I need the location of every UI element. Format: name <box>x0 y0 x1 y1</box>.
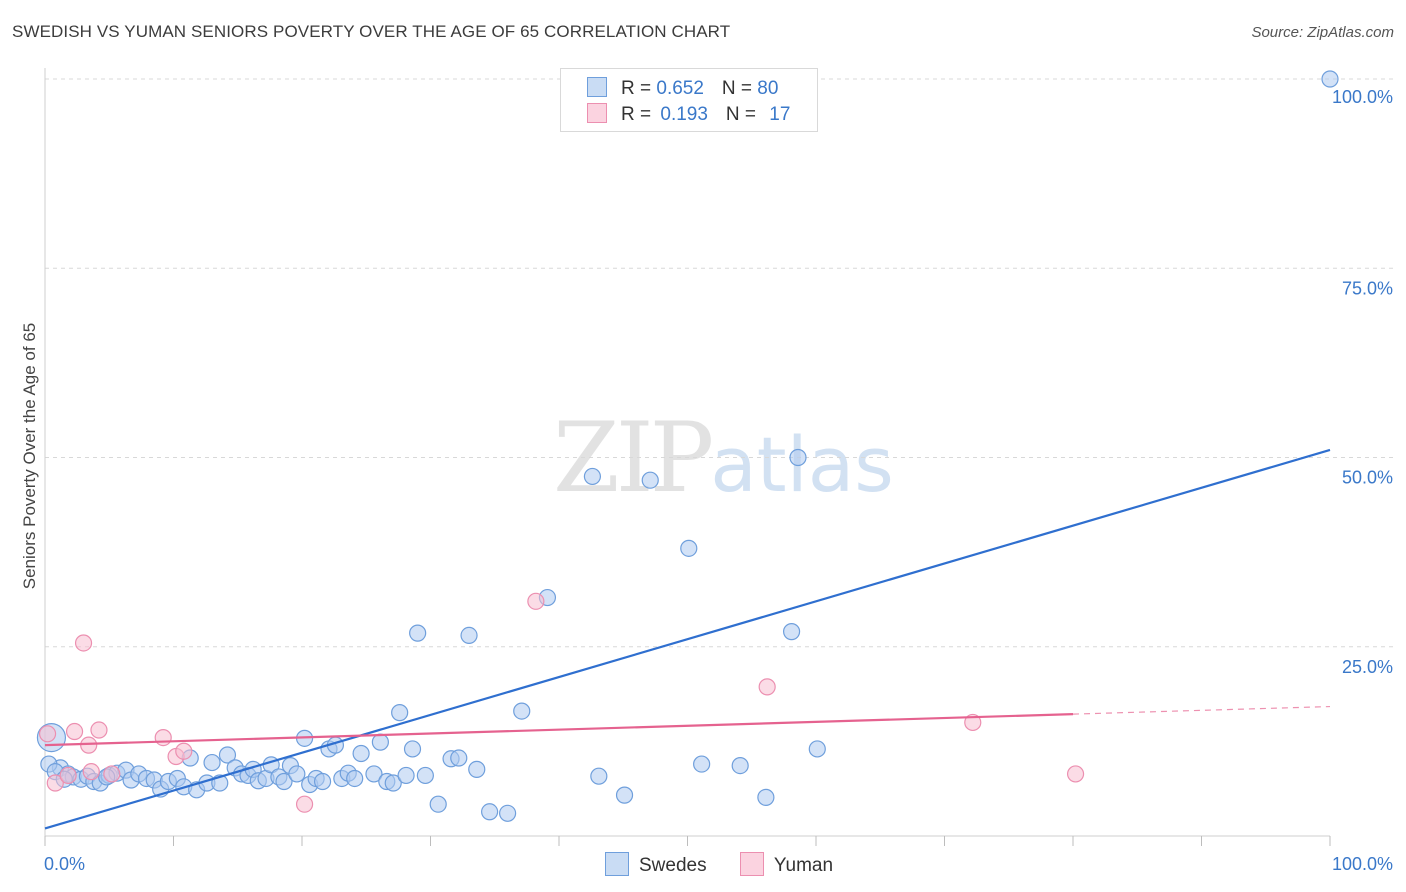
y-tick-label: 50.0% <box>1342 468 1393 488</box>
legend-label-yuman: Yuman <box>773 855 834 876</box>
legend-r-value: 0.652 <box>656 78 704 99</box>
yuman-point <box>1066 765 1085 783</box>
yuman-trend-line <box>44 713 1074 747</box>
legend-n-value: 80 <box>757 78 779 99</box>
swedes-point <box>693 755 711 773</box>
swedes-point <box>429 795 447 813</box>
swedes-point <box>590 767 608 785</box>
swedes-point <box>365 765 383 783</box>
yuman-point <box>964 713 982 732</box>
y-tick-label: 100.0% <box>1332 87 1393 107</box>
swedes-point <box>450 749 468 767</box>
swedes-point <box>391 704 409 722</box>
legend-row-yuman: R = 0.193 N = 17 <box>587 103 790 125</box>
y-tick-label: 25.0% <box>1342 657 1393 677</box>
yuman-point <box>175 742 193 760</box>
swedes-point <box>789 448 807 467</box>
swedes-point <box>481 803 499 821</box>
swedes-point <box>757 788 775 806</box>
yuman-point <box>80 736 98 754</box>
swedes-point <box>346 769 364 788</box>
legend-swatch-yuman <box>587 103 607 123</box>
yuman-point <box>295 795 314 813</box>
yuman-point <box>527 592 545 610</box>
swedes-point <box>203 753 221 772</box>
x-tick-label: 100.0% <box>1332 854 1393 874</box>
yuman-point <box>65 722 84 741</box>
swedes-point <box>409 624 427 642</box>
legend-n-label: N = <box>721 78 758 99</box>
swedes-point <box>384 774 402 792</box>
swedes-point <box>288 765 306 783</box>
swedes-point <box>583 467 602 486</box>
swedes-point <box>680 539 698 557</box>
tick-labels: 25.0% 50.0% 75.0% 100.0% 0.0% 100.0% <box>44 87 1393 874</box>
swedes-point <box>782 623 801 641</box>
legend-item-swedes[interactable]: Swedes <box>605 852 707 877</box>
swedes-point <box>731 756 749 775</box>
legend-n-label: N = <box>725 104 762 125</box>
swedes-point <box>371 733 389 751</box>
swedes-point <box>468 760 486 778</box>
source-label: Source: ZipAtlas.com <box>1251 24 1394 41</box>
yuman-trend-extension <box>1072 705 1331 715</box>
legend-swatch-swedes <box>587 77 607 97</box>
y-tick-label: 75.0% <box>1342 278 1393 298</box>
yuman-swatch-icon <box>739 852 764 876</box>
yuman-point <box>46 774 64 792</box>
chart-title: SWEDISH VS YUMAN SENIORS POVERTY OVER TH… <box>12 22 731 41</box>
legend-r-value: 0.193 <box>660 104 708 125</box>
axes <box>44 68 1331 846</box>
swedes-swatch-icon <box>605 852 629 876</box>
yuman-points <box>38 592 1085 813</box>
legend-r-label: R = <box>621 104 657 125</box>
yuman-point <box>103 765 121 783</box>
swedes-points <box>36 70 1339 822</box>
x-tick-label: 0.0% <box>44 854 85 874</box>
yuman-point <box>59 766 77 785</box>
trend-lines <box>44 448 1331 830</box>
yuman-point <box>90 721 108 739</box>
swedes-point <box>218 746 237 764</box>
swedes-point <box>403 740 422 758</box>
legend-r-label: R = <box>621 78 657 99</box>
swedes-point <box>460 626 478 644</box>
legend-n-value: 17 <box>769 104 791 125</box>
yuman-point <box>82 763 100 781</box>
swedes-trend-line <box>44 448 1331 830</box>
legend-item-yuman[interactable]: Yuman <box>739 852 834 877</box>
swedes-point <box>641 471 659 489</box>
swedes-point <box>352 744 370 763</box>
yuman-point <box>38 725 57 743</box>
series-legend: Swedes Yuman <box>605 852 861 877</box>
swedes-point <box>313 772 332 791</box>
swedes-point <box>499 804 517 822</box>
correlation-legend: R = 0.652 N = 80 R = 0.193 N = 17 <box>560 68 818 132</box>
watermark: ZIPatlas <box>553 402 894 514</box>
swedes-point <box>1321 70 1339 88</box>
swedes-point <box>416 766 434 785</box>
swedes-point <box>615 786 634 804</box>
yuman-point <box>74 634 93 652</box>
swedes-point <box>275 772 293 791</box>
gridlines <box>45 78 1395 648</box>
legend-row-swedes: R = 0.652 N = 80 <box>587 77 778 99</box>
yuman-point <box>154 728 172 747</box>
swedes-point <box>513 702 531 720</box>
yuman-point <box>758 678 776 696</box>
legend-label-swedes: Swedes <box>639 855 707 876</box>
swedes-point <box>397 766 415 785</box>
swedes-point <box>808 740 826 758</box>
